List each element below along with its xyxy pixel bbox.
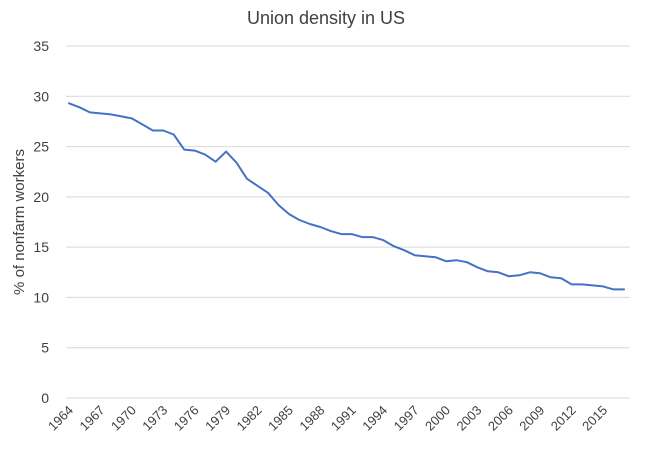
gridlines [66,45,630,399]
y-tick-label: 20 [33,189,49,205]
x-tick-label: 2015 [579,403,610,434]
y-tick-label: 25 [33,139,49,155]
x-tick-label: 2012 [548,403,579,434]
x-tick-label: 1994 [359,403,390,434]
x-tick-label: 1976 [171,403,202,434]
y-axis-ticks: 0 5 10 15 20 25 30 35 [33,38,49,406]
x-tick-label: 1970 [108,403,139,434]
y-tick-label: 35 [33,38,49,54]
x-tick-label: 2000 [422,403,453,434]
series-line [68,102,625,291]
y-tick-label: 10 [33,289,49,305]
series-group [68,102,625,291]
x-axis-ticks: 1964 1967 1970 1973 1976 1979 1982 1985 1988 1991… [45,403,610,434]
y-tick-label: 15 [33,239,49,255]
x-tick-label: 1985 [265,403,296,434]
x-tick-label: 2003 [453,403,484,434]
x-tick-label: 1988 [296,403,327,434]
x-tick-label: 1967 [76,403,107,434]
x-tick-label: 2009 [516,403,547,434]
y-tick-label: 30 [33,88,49,104]
x-tick-label: 1973 [139,403,170,434]
x-tick-label: 1979 [202,403,233,434]
chart-title: Union density in US [247,8,405,28]
x-tick-label: 1982 [234,403,265,434]
x-tick-label: 1991 [328,403,359,434]
y-tick-label: 0 [41,390,49,406]
x-tick-label: 2006 [485,403,516,434]
y-axis-label: % of nonfarm workers [11,149,28,295]
y-tick-label: 5 [41,340,49,356]
x-tick-label: 1964 [45,403,76,434]
x-tick-label: 1997 [391,403,422,434]
